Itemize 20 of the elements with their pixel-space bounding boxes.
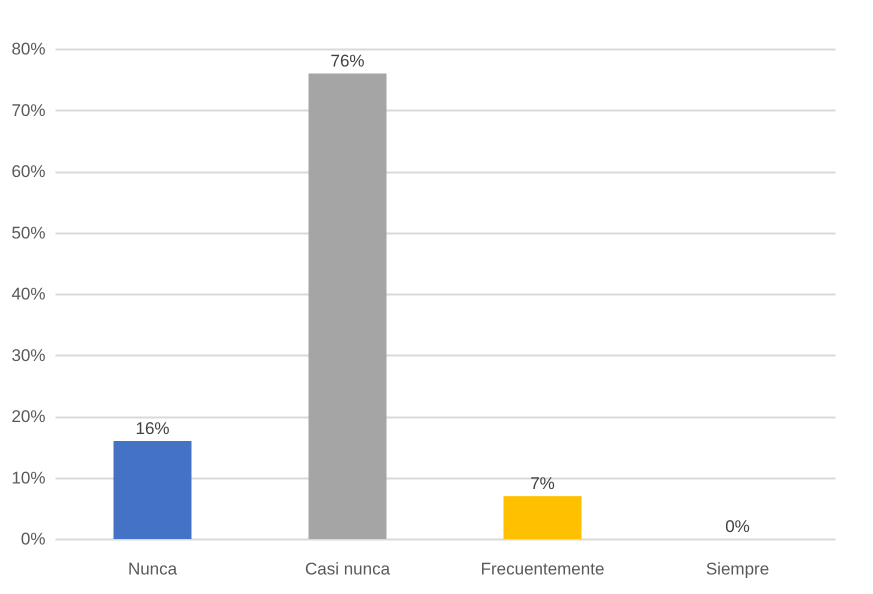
x-tick-label: Siempre [706,560,770,578]
data-label: 76% [330,52,365,70]
y-tick-label: 30% [11,346,46,365]
y-tick-label: 0% [20,530,46,548]
bar [504,496,582,539]
y-tick-label: 80% [11,40,46,58]
y-tick-label: 10% [11,468,46,488]
y-tick-label: 40% [11,284,46,304]
data-label: 16% [135,419,170,438]
x-tick-label: Frecuentemente [480,560,604,578]
data-label: 0% [725,517,750,536]
bar [114,441,192,539]
data-label: 7% [530,474,555,494]
y-tick-label: 20% [11,407,46,426]
y-tick-label: 60% [11,162,46,181]
y-tick-label: 50% [11,223,46,242]
x-tick-label: Nunca [128,560,178,578]
bar [308,74,386,539]
y-tick-label: 70% [11,100,46,120]
x-tick-label: Casi nunca [304,560,391,578]
